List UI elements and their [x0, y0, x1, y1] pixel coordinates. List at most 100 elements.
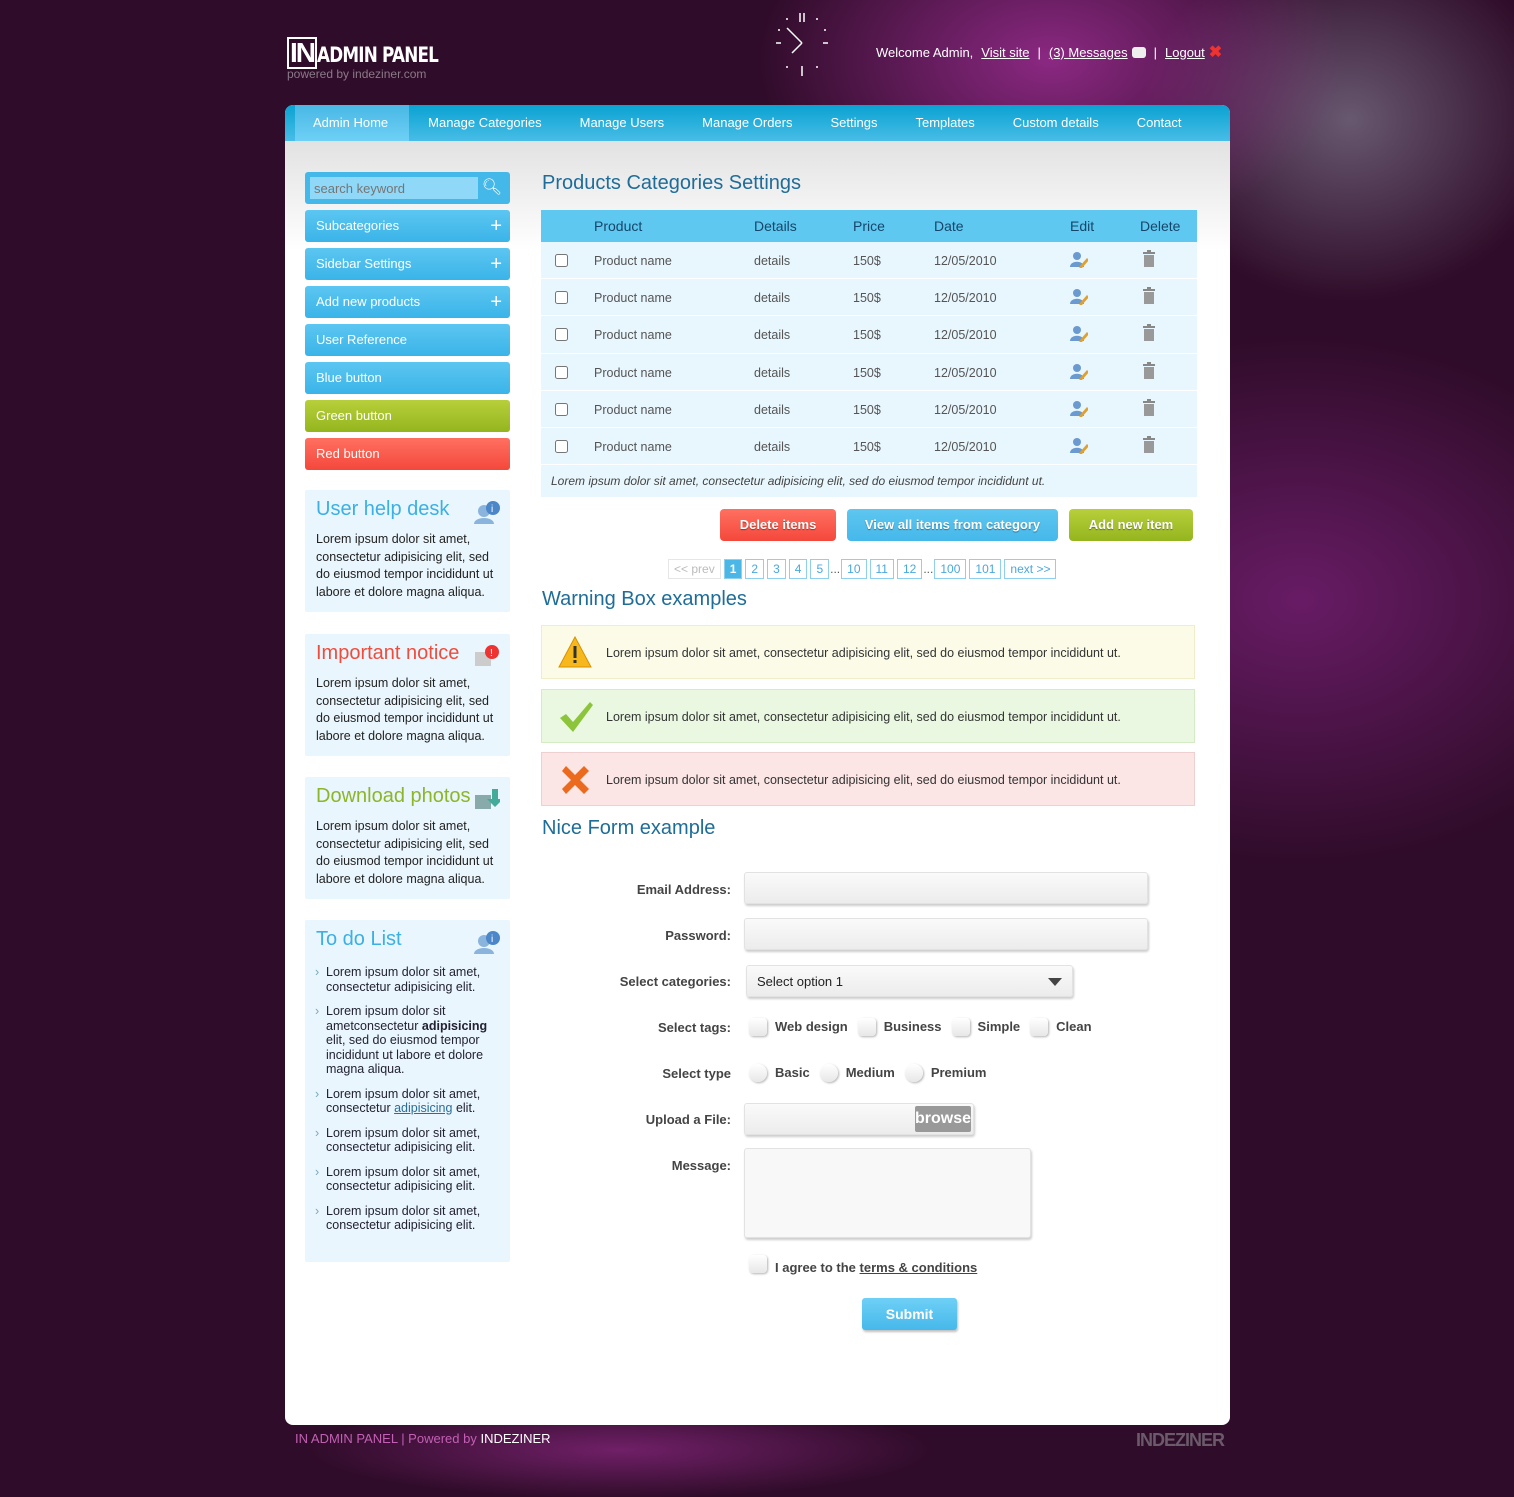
- browse-button[interactable]: browse: [915, 1106, 971, 1132]
- nav-item[interactable]: Settings: [830, 115, 878, 130]
- type-label: Premium: [930, 1065, 987, 1081]
- add-new-item-button[interactable]: Add new item: [1069, 509, 1193, 541]
- page-button[interactable]: 4: [788, 559, 808, 579]
- next-page-button[interactable]: next >>: [1004, 559, 1057, 579]
- nav-item[interactable]: Manage Users: [579, 115, 665, 130]
- logo-subtitle: powered by indeziner.com: [287, 67, 427, 81]
- todo-item: Lorem ipsum dolor sit amet, consectetur …: [315, 1087, 499, 1116]
- categories-select[interactable]: Select option 1: [746, 965, 1073, 997]
- sidebar-button[interactable]: Red button: [305, 438, 510, 470]
- separator: |: [1037, 44, 1041, 60]
- todo-title: To do List: [316, 928, 402, 950]
- footer-brand-link[interactable]: INDEZINER: [480, 1431, 551, 1446]
- sidebar-button-label: User Reference: [316, 332, 408, 347]
- submit-button[interactable]: Submit: [862, 1298, 957, 1330]
- page-button[interactable]: 12: [896, 559, 923, 579]
- sidebar-button[interactable]: Blue button: [305, 362, 510, 394]
- row-checkbox[interactable]: [555, 402, 568, 416]
- delete-items-button[interactable]: Delete items: [720, 509, 836, 541]
- row-checkbox[interactable]: [555, 439, 568, 453]
- edit-user-icon[interactable]: [1070, 287, 1089, 308]
- tag-checkbox[interactable]: [951, 1018, 970, 1036]
- plus-icon: +: [490, 291, 502, 313]
- trash-icon[interactable]: [1142, 250, 1156, 271]
- trash-icon[interactable]: [1142, 435, 1156, 457]
- sidebar-button-label: Sidebar Settings: [316, 256, 412, 271]
- type-radio[interactable]: [819, 1064, 838, 1082]
- agree-checkbox[interactable]: [749, 1254, 767, 1273]
- row-checkbox[interactable]: [555, 328, 568, 342]
- todo-item: Lorem ipsum dolor sit amet, consectetur …: [315, 1165, 499, 1194]
- nav-item[interactable]: Admin Home: [295, 105, 410, 141]
- warning-text: Lorem ipsum dolor sit amet, consectetur …: [606, 646, 1121, 660]
- edit-user-icon[interactable]: [1070, 362, 1089, 383]
- nav-item[interactable]: Manage Orders: [702, 115, 793, 130]
- cell-date: 12/05/2010: [934, 254, 997, 268]
- cell-details: details: [754, 402, 791, 417]
- table-row: Product name details 150$ 12/05/2010: [541, 354, 1197, 391]
- row-checkbox[interactable]: [555, 291, 568, 305]
- row-checkbox[interactable]: [555, 254, 568, 267]
- trash-icon[interactable]: [1142, 287, 1156, 308]
- trash-icon[interactable]: [1142, 398, 1156, 420]
- type-radio[interactable]: [749, 1064, 767, 1082]
- edit-user-icon[interactable]: [1070, 250, 1089, 271]
- file-upload-field[interactable]: browse: [744, 1103, 974, 1135]
- page-button[interactable]: 10: [841, 559, 867, 579]
- terms-link[interactable]: terms & conditions: [859, 1260, 978, 1275]
- sidebar-button[interactable]: Green button: [305, 400, 510, 432]
- nav-item[interactable]: Templates: [915, 115, 975, 130]
- edit-user-icon[interactable]: [1070, 324, 1089, 345]
- table-row: Product name details 150$ 12/05/2010: [541, 428, 1197, 466]
- page-button[interactable]: 100: [934, 559, 967, 579]
- table-note: Lorem ipsum dolor sit amet, consectetur …: [551, 474, 1046, 489]
- tag-checkbox[interactable]: [749, 1018, 767, 1036]
- view-all-items-button[interactable]: View all items from category: [847, 509, 1058, 541]
- cell-price: 150$: [853, 291, 881, 306]
- page-button[interactable]: 2: [745, 559, 765, 579]
- todo-link[interactable]: adipisicing: [394, 1101, 453, 1115]
- column-header: Price: [853, 218, 885, 234]
- table-row: Product name details 150$ 12/05/2010: [541, 391, 1197, 428]
- sidebar-button[interactable]: Sidebar Settings +: [305, 248, 510, 280]
- email-field[interactable]: [744, 872, 1148, 904]
- logo[interactable]: IN ADMIN PANEL powered by indeziner.com: [287, 37, 468, 81]
- sidebar-button[interactable]: Add new products +: [305, 286, 510, 318]
- row-checkbox[interactable]: [555, 365, 568, 379]
- password-field[interactable]: [744, 918, 1148, 950]
- nav-item[interactable]: Contact: [1136, 115, 1182, 130]
- messages-link[interactable]: (3) Messages: [1048, 44, 1128, 60]
- prev-page-button[interactable]: << prev: [668, 559, 721, 579]
- search-icon[interactable]: 🔍︎: [481, 179, 502, 196]
- help-desk-title: User help desk: [316, 498, 450, 520]
- logout-link[interactable]: Logout: [1165, 44, 1205, 60]
- type-group: Basic Medium Premium: [749, 1064, 996, 1082]
- nav-item[interactable]: Manage Categories: [428, 115, 542, 130]
- trash-icon[interactable]: [1142, 361, 1156, 383]
- edit-user-icon[interactable]: [1070, 436, 1089, 457]
- message-textarea[interactable]: [744, 1148, 1031, 1238]
- close-icon[interactable]: ✖: [1208, 44, 1223, 61]
- page-button[interactable]: 101: [969, 559, 1002, 579]
- error-icon: [558, 763, 592, 797]
- edit-user-icon[interactable]: [1070, 399, 1089, 420]
- page-button[interactable]: 1: [723, 559, 743, 579]
- trash-icon[interactable]: [1142, 324, 1156, 345]
- page-button[interactable]: 5: [810, 559, 830, 579]
- separator: |: [1153, 44, 1157, 60]
- tag-label: Business: [883, 1019, 942, 1035]
- page-button[interactable]: 3: [767, 559, 786, 579]
- tag-checkbox[interactable]: [857, 1018, 876, 1036]
- page-button[interactable]: 11: [869, 559, 894, 579]
- sidebar-button[interactable]: User Reference: [305, 324, 510, 356]
- tag-checkbox[interactable]: [1030, 1018, 1049, 1036]
- column-header: Details: [754, 218, 797, 234]
- cell-date: 12/05/2010: [934, 402, 997, 417]
- sidebar-button[interactable]: Subcategories +: [305, 210, 510, 242]
- visit-site-link[interactable]: Visit site: [981, 44, 1030, 60]
- nav-item[interactable]: Custom details: [1012, 115, 1099, 130]
- type-label: Basic: [775, 1065, 810, 1081]
- search-input[interactable]: [310, 177, 478, 199]
- type-radio[interactable]: [904, 1064, 923, 1082]
- cell-product: Product name: [594, 291, 672, 306]
